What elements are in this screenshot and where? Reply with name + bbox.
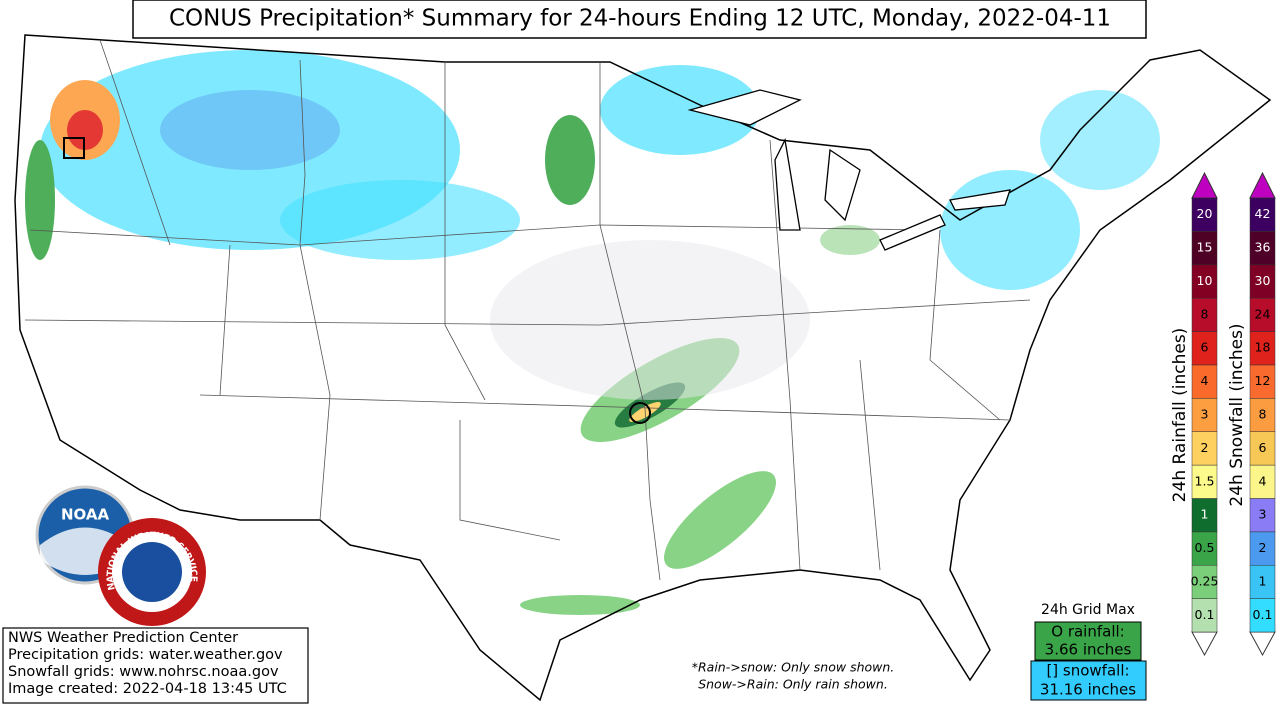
colorbar-label: 0.5 (1195, 540, 1215, 555)
colorbar-label: 2 (1259, 540, 1267, 555)
colorbar-label: 0.25 (1191, 573, 1219, 588)
state-lines (24, 39, 1031, 581)
rainfall-max-value: 3.66 inches (1045, 641, 1132, 659)
rainfall-max-box (1034, 621, 1142, 661)
precip-areas (25, 50, 1160, 615)
colorbar-label: 3 (1259, 507, 1267, 522)
note-line: *Rain->snow: Only snow shown. (692, 660, 895, 675)
colorbar-label: 2 (1201, 440, 1209, 455)
colorbar-cell (1191, 531, 1218, 566)
grid-max-title: 24h Grid Max (1041, 602, 1135, 618)
colorbar-cell (1249, 598, 1276, 633)
colorbar-label: 6 (1259, 440, 1267, 455)
colorbar-label: 1 (1259, 573, 1267, 588)
colorbar-cell (1191, 464, 1218, 499)
colorbar-cell (1249, 464, 1276, 499)
colorbar-label: 12 (1255, 373, 1271, 388)
colorbar-cell (1191, 197, 1218, 232)
colorbar-label: 1.5 (1195, 473, 1215, 488)
colorbar-cell (1191, 231, 1218, 266)
colorbar-title: 24h Snowfall (inches) (1227, 323, 1247, 506)
rainfall-max-marker (629, 402, 651, 424)
colorbar-cell (1191, 297, 1218, 332)
colorbar-label: 8 (1259, 407, 1267, 422)
snowfall-max-box (1030, 660, 1147, 701)
credits-box (2, 627, 309, 704)
colorbar-label: 20 (1197, 206, 1213, 221)
title-box (132, 0, 1147, 39)
colorbar-label: 6 (1201, 340, 1209, 355)
noaa-text: NOAA (61, 506, 110, 524)
colorbar-cell (1249, 398, 1276, 432)
notes: *Rain->snow: Only snow shown. Snow->Rain:… (692, 660, 895, 692)
colorbar-title: 24h Rainfall (inches) (1170, 328, 1190, 503)
colorbar-label: 42 (1255, 206, 1271, 221)
colorbar-cell (1249, 231, 1276, 266)
colorbar-cell (1249, 498, 1276, 533)
nws-logo: NATIONAL WEATHER SERVICE (98, 518, 206, 626)
credit-line: Precipitation grids: water.weather.gov (8, 647, 283, 663)
snowfall-max-value: 31.16 inches (1040, 681, 1136, 699)
color-scales: 0.1 0.25 0.5 1 1.5 2 3 4 6 8 10 15 20 24h Rainfall (i… (1170, 171, 1276, 657)
colorbar-label: 4 (1201, 373, 1209, 388)
colorbar-label: 1 (1201, 507, 1209, 522)
colorbar-label: 8 (1201, 306, 1209, 321)
snowfall-max-marker (63, 137, 85, 159)
great-lakes (687, 89, 1011, 251)
colorbar-label: 0.1 (1195, 607, 1215, 622)
credit-line: Snowfall grids: www.nohrsc.noaa.gov (8, 664, 279, 680)
colorbar-cell (1191, 398, 1218, 432)
colorbar-label: 3 (1201, 407, 1209, 422)
colorbar-cell (1249, 364, 1276, 399)
snowfall-max-label: [] snowfall: (1046, 662, 1129, 680)
title: CONUS Precipitation* Summary for 24-hour… (169, 6, 1111, 32)
colorbar-cell (1249, 431, 1276, 466)
note-line: Snow->Rain: Only rain shown. (698, 677, 888, 692)
colorbar-label: 36 (1255, 240, 1271, 255)
colorbar-cell (1191, 431, 1218, 466)
colorbar-cell (1249, 331, 1276, 366)
colorbar-cell (1249, 197, 1276, 232)
map (14, 34, 1272, 702)
colorbar-label: 15 (1197, 240, 1213, 255)
colorbar-label: 0.1 (1253, 607, 1273, 622)
colorbar-label: 10 (1197, 273, 1213, 288)
colorbar-cell (1249, 297, 1276, 332)
colorbar-label: 24 (1255, 306, 1271, 321)
nws-disc (122, 542, 182, 602)
colorbar-cell (1191, 564, 1218, 599)
colorbar-cell (1191, 598, 1218, 633)
colorbar-cell (1191, 498, 1218, 533)
colorbar-cell (1249, 264, 1276, 299)
colorbar-cell (1191, 264, 1218, 299)
credit-line: Image created: 2022-04-18 13:45 UTC (8, 681, 287, 697)
colorbar-cell (1249, 531, 1276, 566)
rainfall-max-label: O rainfall: (1051, 623, 1124, 641)
colorbar-label: 4 (1259, 473, 1267, 488)
colorbar-label: 18 (1255, 340, 1271, 355)
colorbar-label: 30 (1255, 273, 1271, 288)
credit-line: NWS Weather Prediction Center (8, 630, 238, 646)
credits: NWS Weather Prediction CenterPrecipitati… (8, 630, 287, 697)
